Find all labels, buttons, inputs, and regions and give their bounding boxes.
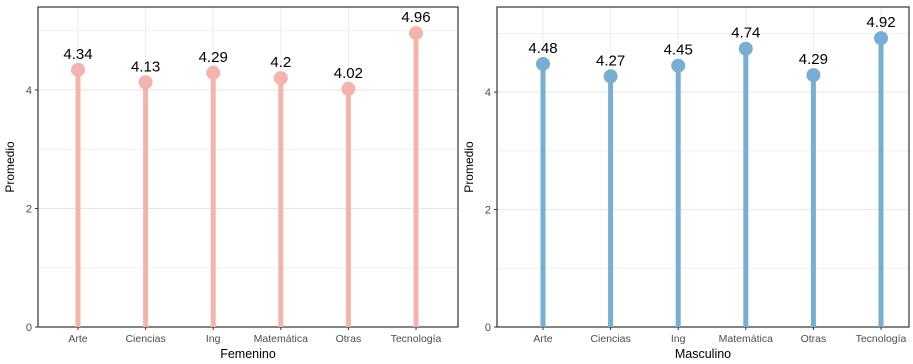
x-tick-label: Ing — [671, 333, 686, 345]
lollipop-point — [874, 31, 888, 46]
data-label: 4.2 — [270, 54, 291, 71]
x-tick-label: Arte — [533, 333, 552, 345]
data-label: 4.29 — [799, 51, 828, 68]
lollipop-point — [138, 75, 153, 90]
y-axis-title: Promedio — [3, 141, 17, 193]
lollipop-point — [536, 56, 550, 71]
plot-frame — [37, 6, 459, 328]
y-tick-label: 4 — [26, 85, 32, 97]
x-axis-title: Femenino — [220, 347, 276, 361]
x-axis-title: Masculino — [675, 347, 731, 361]
y-tick-label: 2 — [26, 203, 32, 215]
data-label: 4.29 — [199, 49, 228, 66]
lollipop-point — [806, 68, 821, 83]
x-tick-label: Matemática — [254, 333, 308, 345]
data-label: 4.74 — [731, 25, 760, 42]
lollipop-point — [273, 71, 288, 86]
y-tick-label: 4 — [485, 87, 491, 99]
lollipop-point — [671, 58, 686, 73]
x-tick-label: Matemática — [719, 333, 773, 345]
x-tick-label: Tecnología — [391, 333, 442, 345]
data-label: 4.13 — [131, 58, 160, 75]
lollipop-point — [206, 65, 221, 80]
data-label: 4.45 — [664, 42, 693, 59]
data-label: 4.96 — [401, 9, 430, 26]
x-tick-label: Tecnología — [856, 333, 907, 345]
data-label: 4.27 — [596, 52, 625, 69]
data-label: 4.02 — [334, 65, 363, 82]
lollipop-point — [409, 26, 423, 41]
data-label: 4.48 — [528, 40, 557, 57]
chart-panel-masculino: 0 2 4 Promedio 4.48 Arte 4.27 Ciencias 4.45 Ing 4.… — [462, 6, 910, 361]
lollipop-point — [71, 62, 85, 77]
x-tick-label: Otras — [801, 333, 827, 345]
x-tick-label: Arte — [68, 333, 87, 345]
y-tick-label: 0 — [485, 322, 491, 334]
chart-panel-femenino: 0 2 4 Promedio 4.34 Arte 4.13 Ciencias 4.29 Ing 4.… — [3, 6, 459, 361]
lollipop-point — [738, 41, 753, 56]
data-label: 4.34 — [63, 46, 92, 63]
y-tick-label: 0 — [26, 322, 32, 334]
data-label: 4.92 — [866, 14, 895, 31]
lollipop-point — [341, 81, 356, 96]
y-axis-title: Promedio — [462, 141, 476, 193]
x-tick-label: Otras — [336, 333, 362, 345]
x-tick-label: Ing — [206, 333, 221, 345]
plot-frame — [496, 6, 910, 328]
y-tick-label: 2 — [485, 205, 491, 217]
x-tick-label: Ciencias — [590, 333, 630, 345]
x-tick-label: Ciencias — [125, 333, 165, 345]
lollipop-point — [603, 69, 618, 84]
